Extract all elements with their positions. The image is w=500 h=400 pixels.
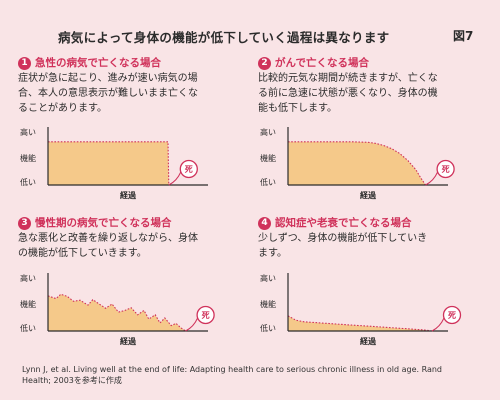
panel-heading-text: 慢性期の病気で亡くなる場合 [35,217,172,229]
chart-cancer: 高い機能低い経過 死 [258,121,488,201]
description-line: 少しずつ、身体の機能が低下していき [258,233,428,244]
death-marker-label: 死 [201,311,210,320]
description-line: 症状が急に起こり、進みが速い病気の場 [18,73,198,84]
x-axis-label: 経過 [120,336,137,346]
description-line: 比較的元気な期間が続きますが、亡くな [258,73,438,84]
panel-description: 比較的元気な期間が続きますが、亡くな る前に急速に状態が悪くなり、身体の機 能も… [258,71,490,116]
function-area [288,315,432,331]
y-tick-label-low: 低い [260,323,276,333]
x-axis-label: 経過 [120,190,137,200]
figure-label: 図7 [453,29,474,43]
y-tick-label-mid: 機能 [20,153,36,163]
description-line: の機能が低下していきます。 [18,248,147,259]
y-tick-label-low: 低い [260,177,276,187]
panel-number-badge: 1 [18,57,31,70]
function-area [48,294,186,331]
y-tick-label-mid: 機能 [260,299,276,309]
panel-heading-text: 急性の病気で亡くなる場合 [35,57,161,69]
page-title: 病気によって身体の機能が低下していく過程は異なります [58,30,390,45]
y-tick-label-high: 高い [260,127,276,137]
description-line: ることがあります。 [18,103,107,114]
header: 病気によって身体の機能が低下していく過程は異なります 図7 [0,0,500,45]
death-marker-label: 死 [447,311,456,320]
y-tick-label-low: 低い [20,323,36,333]
panel-description: 急な悪化と改善を繰り返しながら、身体 の機能が低下していきます。 [18,231,250,261]
description-line: 能も低下します。 [258,103,337,114]
function-area [48,141,169,185]
function-line [287,315,433,332]
panel-heading: 1 急性の病気で亡くなる場合 [18,55,161,70]
y-tick-label-mid: 機能 [260,153,276,163]
death-connector [425,171,439,186]
panel-description: 少しずつ、身体の機能が低下していき ます。 [258,231,490,261]
death-marker-label: 死 [441,165,450,174]
panel-dementia-frailty: 4 認知症や老衰で亡くなる場合 少しずつ、身体の機能が低下していき ます。 高い機… [258,210,498,370]
death-connector [431,317,445,332]
citation-line: Health; 2003を参考に作成 [22,376,122,385]
y-tick-label-mid: 機能 [20,299,36,309]
citation-line: Lynn J, et al. Living well at the end of… [22,365,443,374]
panel-number-badge: 3 [18,217,31,230]
panel-chronic: 3 慢性期の病気で亡くなる場合 急な悪化と改善を繰り返しながら、身体 の機能が低下… [18,210,258,370]
panel-heading-text: がんで亡くなる場合 [275,57,369,69]
function-area [288,141,426,185]
y-tick-label-high: 高い [20,273,36,283]
description-line: る前に急速に状態が悪くなり、身体の機 [258,88,438,99]
description-line: 急な悪化と改善を繰り返しながら、身体 [18,233,198,244]
y-tick-label-high: 高い [20,127,36,137]
x-axis-label: 経過 [360,190,377,200]
description-line: 合、本人の意思表示が難しいまま亡くな [18,88,198,99]
chart-chronic: 高い機能低い経過 死 [18,267,248,347]
panel-cancer: 2 がんで亡くなる場合 比較的元気な期間が続きますが、亡くな る前に急速に状態が悪… [258,50,498,210]
death-connector [185,317,199,332]
panel-heading-text: 認知症や老衰で亡くなる場合 [275,217,412,229]
panel-heading: 3 慢性期の病気で亡くなる場合 [18,215,172,230]
panel-acute: 1 急性の病気で亡くなる場合 症状が急に起こり、進みが速い病気の場 合、本人の意思… [18,50,258,210]
panel-number-badge: 2 [258,57,271,70]
x-axis-label: 経過 [360,336,377,346]
death-marker [442,305,462,325]
citation: Lynn J, et al. Living well at the end of… [22,364,492,386]
panel-number-badge: 4 [258,217,271,230]
death-connector [168,171,182,186]
chart-dementia-frailty: 高い機能低い経過 死 [258,267,488,347]
y-tick-label-low: 低い [20,177,36,187]
chart-acute: 高い機能低い経過 死 [18,121,248,201]
y-tick-label-high: 高い [260,273,276,283]
death-marker [436,159,455,179]
panel-heading: 2 がんで亡くなる場合 [258,55,369,70]
function-line [48,141,170,186]
panel-heading: 4 認知症や老衰で亡くなる場合 [258,215,412,230]
panel-description: 症状が急に起こり、進みが速い病気の場 合、本人の意思表示が難しいまま亡くな るこ… [18,71,250,116]
death-marker [196,305,215,325]
function-line [288,141,427,186]
death-marker-label: 死 [184,165,193,174]
description-line: ます。 [258,248,287,259]
death-marker [179,159,198,179]
